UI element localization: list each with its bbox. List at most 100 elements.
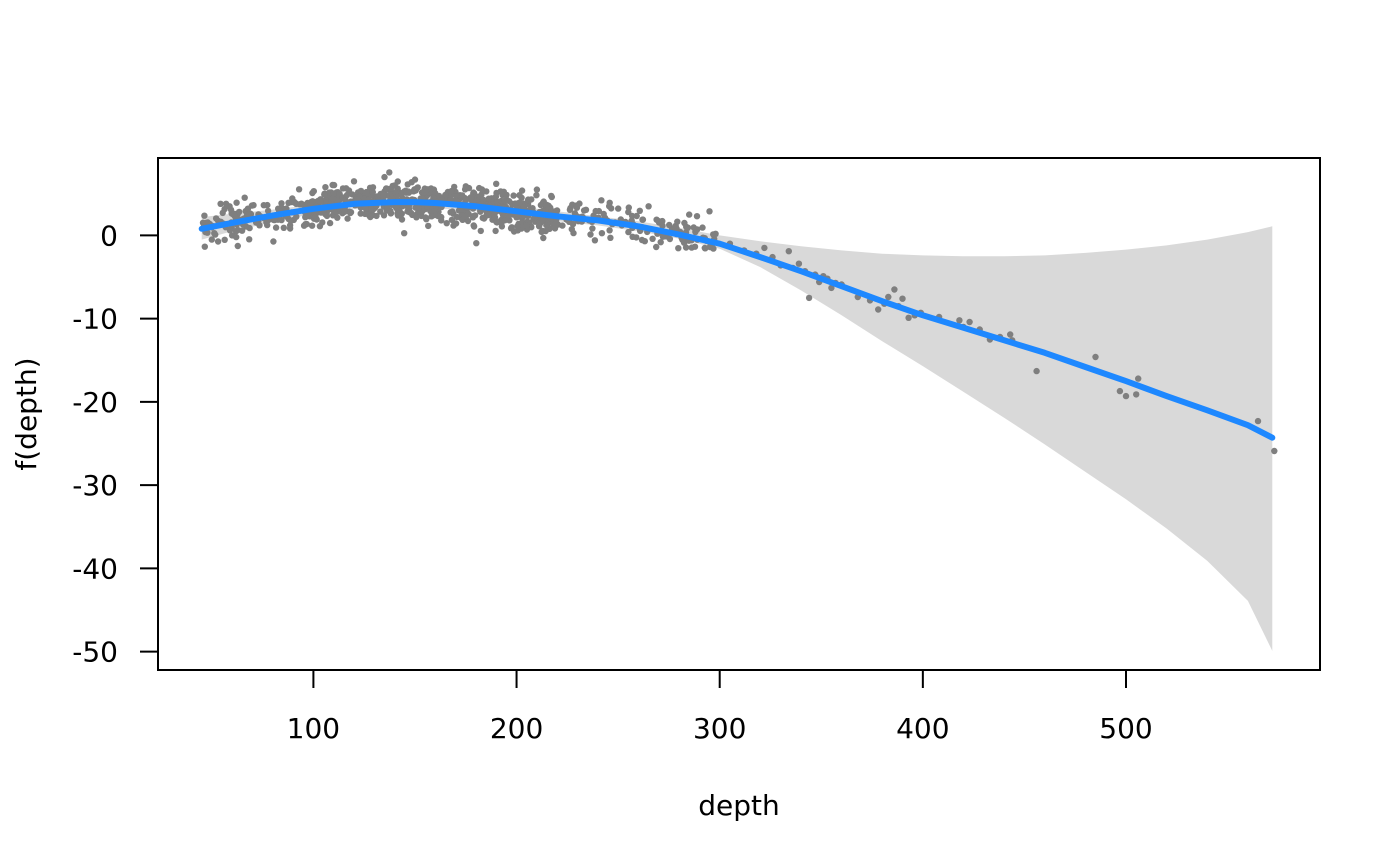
confidence-band-layer xyxy=(201,197,1273,651)
y-axis: 0 -10 -20 -30 -40 -50 xyxy=(72,219,159,669)
data-point xyxy=(537,201,545,209)
data-point xyxy=(326,219,334,227)
data-point xyxy=(478,191,485,198)
data-point xyxy=(465,210,472,217)
data-point xyxy=(329,181,336,189)
data-point xyxy=(533,186,541,193)
data-point xyxy=(377,208,384,215)
data-point xyxy=(264,207,272,215)
data-point xyxy=(369,188,376,196)
data-point xyxy=(587,231,594,238)
data-point xyxy=(373,212,380,220)
data-point xyxy=(313,215,320,222)
data-point xyxy=(330,190,337,197)
data-point xyxy=(431,189,439,197)
data-point xyxy=(638,236,646,244)
data-point xyxy=(363,188,370,196)
data-point xyxy=(233,233,240,241)
data-point xyxy=(956,317,963,324)
data-point xyxy=(666,221,673,229)
data-point xyxy=(256,222,263,229)
data-point xyxy=(523,222,530,229)
data-point xyxy=(217,200,224,207)
data-point xyxy=(339,185,347,192)
data-point xyxy=(415,204,422,211)
data-point xyxy=(322,184,329,191)
data-point xyxy=(238,227,246,234)
x-tick-label: 500 xyxy=(1099,712,1152,745)
data-point xyxy=(540,234,547,242)
data-point xyxy=(966,318,973,326)
data-point xyxy=(386,169,393,176)
data-point xyxy=(397,191,405,198)
data-point xyxy=(293,200,300,207)
data-point xyxy=(543,221,550,229)
data-point xyxy=(682,244,690,251)
data-point xyxy=(598,197,605,204)
data-point xyxy=(1135,375,1142,382)
x-axis: 100 200 300 400 500 xyxy=(287,669,1153,745)
data-point xyxy=(214,238,222,245)
x-tick-label: 300 xyxy=(693,712,746,745)
data-point xyxy=(411,176,419,183)
data-point xyxy=(683,223,690,230)
data-point xyxy=(241,194,248,201)
data-point xyxy=(278,200,285,207)
data-point xyxy=(341,208,348,215)
data-point xyxy=(675,245,682,252)
data-point xyxy=(462,183,469,190)
data-point xyxy=(201,243,208,250)
data-point xyxy=(571,210,579,217)
data-point xyxy=(699,224,706,231)
data-point xyxy=(384,204,391,211)
data-point xyxy=(477,227,484,235)
data-point xyxy=(501,217,509,224)
x-tick-label: 400 xyxy=(896,712,949,745)
data-point xyxy=(589,225,596,232)
data-point xyxy=(300,222,308,229)
data-point xyxy=(503,191,510,199)
data-point xyxy=(222,200,230,207)
data-point xyxy=(428,213,435,220)
data-point xyxy=(470,223,478,230)
data-point xyxy=(514,222,521,230)
data-point xyxy=(260,202,267,209)
data-point xyxy=(422,214,429,221)
x-tick-label: 100 xyxy=(287,712,340,745)
data-point xyxy=(212,215,220,222)
confidence-band xyxy=(201,197,1273,651)
data-point xyxy=(473,240,480,247)
data-point xyxy=(413,214,420,221)
data-point xyxy=(459,192,466,199)
data-point xyxy=(712,230,719,237)
x-axis-label: depth xyxy=(698,789,780,822)
data-point xyxy=(538,228,545,236)
data-point xyxy=(208,236,215,243)
data-point xyxy=(875,306,882,313)
data-point xyxy=(236,208,243,216)
data-point xyxy=(1254,417,1262,425)
y-tick-label: -20 xyxy=(72,386,118,419)
data-point xyxy=(505,198,513,205)
data-point xyxy=(478,186,486,193)
data-point xyxy=(659,217,666,225)
data-point xyxy=(485,195,492,202)
data-point xyxy=(271,216,278,224)
data-point xyxy=(367,213,374,221)
data-point xyxy=(280,224,287,231)
data-point xyxy=(221,236,228,243)
data-point xyxy=(633,234,640,241)
data-point xyxy=(674,218,681,225)
data-point xyxy=(468,194,475,201)
data-point xyxy=(453,213,460,221)
smooth-line-layer xyxy=(198,199,1276,441)
data-point xyxy=(1133,391,1140,398)
data-point xyxy=(1092,353,1099,361)
data-point xyxy=(1116,387,1124,395)
data-point xyxy=(405,189,413,196)
data-point xyxy=(234,242,241,250)
data-point xyxy=(573,204,581,211)
data-point xyxy=(1122,392,1130,400)
data-point xyxy=(270,238,277,245)
data-point xyxy=(349,191,356,198)
